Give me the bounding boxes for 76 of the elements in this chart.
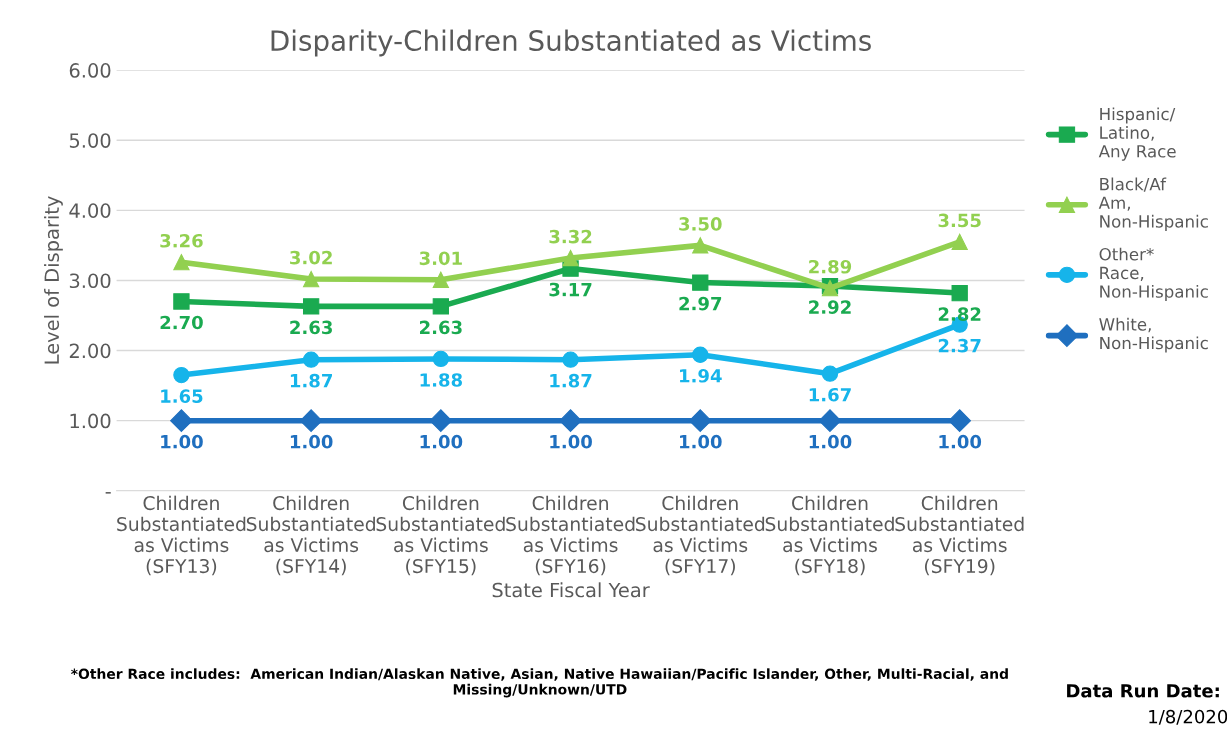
point xyxy=(688,409,712,432)
point xyxy=(951,284,968,302)
text: *Other Race includes: American Indian/Alaskan Native, Asian, Native Hawaiian/Pacific Islander, Other, Multi-Racial, and Missing/Unknown/UTD xyxy=(71,668,1008,698)
data-label: 2.82 xyxy=(938,307,981,321)
y-tick-label: 6.00 xyxy=(69,63,111,78)
data-label: 2.97 xyxy=(679,296,722,311)
x-tick-label: Children Substantiated as Victims (SFY13) xyxy=(117,495,246,576)
text: Data Run Date: xyxy=(1067,684,1219,698)
data-label: 3.50 xyxy=(679,217,722,231)
data-label: 3.55 xyxy=(938,213,981,228)
point xyxy=(948,409,972,432)
data-label: 1.00 xyxy=(939,434,982,449)
x-tick-label: Children Substantiated as Victims (SFY14) xyxy=(246,495,375,576)
data-label: 2.37 xyxy=(938,338,981,353)
point xyxy=(432,298,449,315)
x-tick-label: Children Substantiated as Victims (SFY15) xyxy=(376,495,505,576)
y-tick-label: - xyxy=(105,492,111,494)
data-label: 1.00 xyxy=(809,434,852,449)
data-label: 1.65 xyxy=(161,389,203,403)
point xyxy=(429,409,453,432)
x-axis-title: State Fiscal Year xyxy=(492,582,650,598)
data-label: 1.88 xyxy=(420,373,462,387)
data-label: 3.17 xyxy=(549,282,592,297)
point xyxy=(432,271,449,288)
point xyxy=(173,366,190,384)
data-label: 1.00 xyxy=(420,434,463,449)
legend-label: Black/Af Am, Non-Hispanic xyxy=(1098,177,1208,231)
data-label: 1.87 xyxy=(550,373,592,388)
point xyxy=(432,350,449,368)
point xyxy=(173,254,190,271)
point xyxy=(302,298,320,315)
data-label: 2.92 xyxy=(809,300,851,314)
point xyxy=(692,274,709,291)
point xyxy=(821,365,839,382)
point xyxy=(559,409,582,432)
y-tick-label: 2.00 xyxy=(69,343,111,359)
legend-label: Hispanic/Latino, Any Race xyxy=(1098,107,1176,161)
data-label: 1.00 xyxy=(680,434,722,449)
legend-label: Other* Race, Non-Hispanic xyxy=(1099,247,1208,302)
y-tick-label: 3.00 xyxy=(69,273,111,289)
data-label: 1.67 xyxy=(809,387,851,402)
y-tick-label: 4.00 xyxy=(69,203,111,218)
point xyxy=(302,270,320,288)
data-label: 1.87 xyxy=(290,373,332,388)
data-label: 1.00 xyxy=(290,434,333,449)
data-label: 3.26 xyxy=(160,233,203,248)
point xyxy=(562,351,579,368)
data-label: 3.32 xyxy=(549,229,592,244)
x-tick-label: Children Substantiated as Victims (SFY16) xyxy=(506,495,635,576)
data-label: 2.89 xyxy=(809,259,852,274)
data-label: 2.63 xyxy=(420,320,462,335)
text: 1/8/2020 xyxy=(1149,709,1227,725)
data-label: 2.70 xyxy=(160,315,203,330)
data-label: 2.63 xyxy=(290,320,332,335)
point xyxy=(951,233,968,251)
y-tick-label: 5.00 xyxy=(69,133,111,148)
data-label: 1.00 xyxy=(550,434,592,449)
chart-title: Disparity-Children Substantiated as Victims xyxy=(271,29,871,57)
point xyxy=(173,293,190,310)
legend-label: White, Non-Hispanic xyxy=(1099,317,1208,353)
x-tick-label: Children Substantiated as Victims (SFY17) xyxy=(635,495,765,576)
point xyxy=(299,409,323,432)
y-tick-label: 1.00 xyxy=(70,413,111,429)
point xyxy=(302,351,320,368)
x-tick-label: Children Substantiated as Victims (SFY19) xyxy=(895,495,1024,576)
data-label: 3.01 xyxy=(419,251,462,266)
point xyxy=(692,346,709,363)
point xyxy=(170,409,193,432)
data-label: 1.94 xyxy=(680,368,722,383)
x-tick-label: Children Substantiated as Victims (SFY18) xyxy=(765,495,894,576)
y-axis-title: Level of Disparity xyxy=(44,196,63,364)
data-label: 3.02 xyxy=(290,250,332,265)
point xyxy=(562,249,579,267)
data-label: 1.00 xyxy=(161,434,203,449)
point xyxy=(818,409,842,432)
point xyxy=(692,237,709,254)
